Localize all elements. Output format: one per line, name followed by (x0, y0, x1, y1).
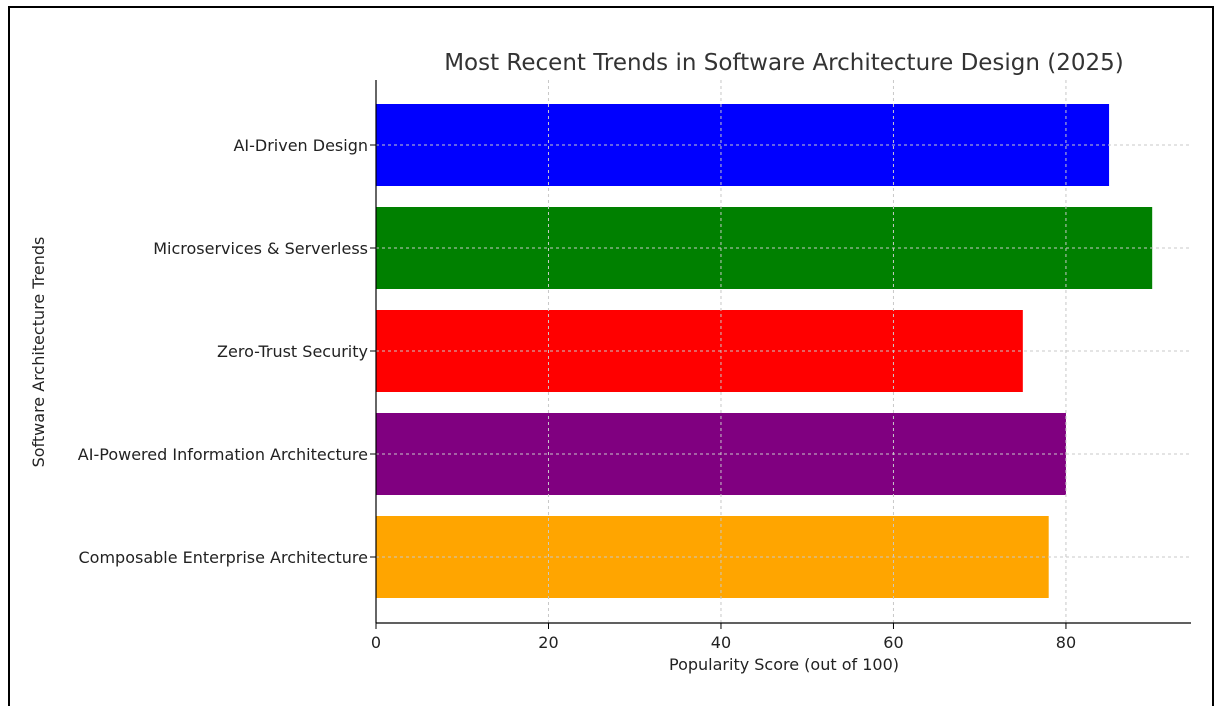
y-tick-label: Composable Enterprise Architecture (78, 548, 368, 567)
x-axis-label: Popularity Score (out of 100) (669, 655, 899, 674)
chart-title: Most Recent Trends in Software Architect… (444, 50, 1124, 76)
y-tick-label: Microservices & Serverless (153, 239, 368, 258)
bar-zero-trust-security (376, 310, 1023, 392)
x-tick-label: 20 (538, 633, 558, 652)
x-tick-label: 0 (371, 633, 381, 652)
x-ticks: 0 20 40 60 80 (371, 623, 1076, 652)
x-tick-label: 60 (883, 633, 903, 652)
y-tick-label: AI-Driven Design (233, 136, 368, 155)
grid-layer (375, 80, 1191, 623)
y-ticks: AI-Driven Design Microservices & Serverle… (78, 136, 376, 567)
x-tick-label: 80 (1056, 633, 1076, 652)
y-tick-label: Zero-Trust Security (217, 342, 368, 361)
bar-microservices-serverless (376, 207, 1153, 289)
y-axis-label: Software Architecture Trends (29, 237, 48, 468)
y-tick-label: AI-Powered Information Architecture (78, 445, 368, 464)
x-tick-label: 40 (711, 633, 731, 652)
